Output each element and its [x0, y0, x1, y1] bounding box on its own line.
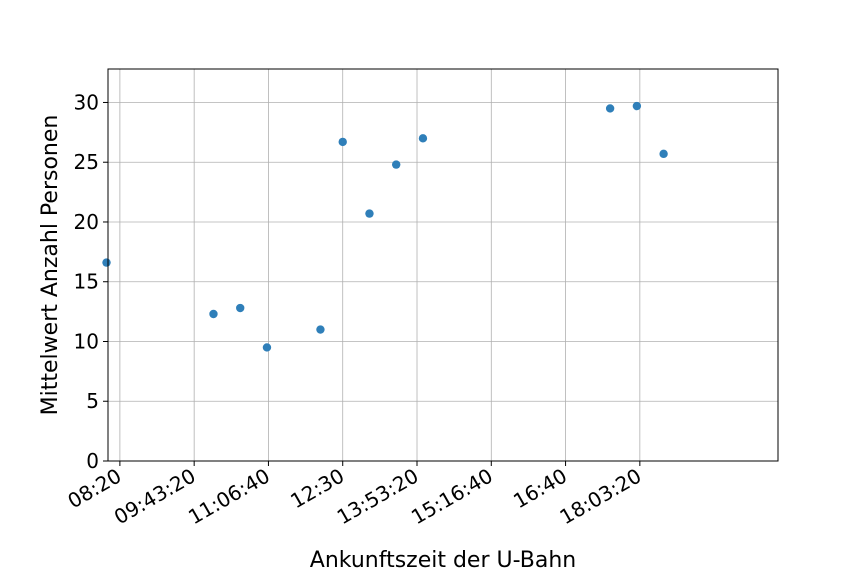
x-tick-label: 09:43:20: [110, 464, 200, 530]
y-tick-label: 25: [74, 150, 99, 174]
data-point: [632, 101, 642, 111]
y-axis-label: Mittelwert Anzahl Personen: [38, 115, 63, 416]
data-point: [659, 149, 668, 159]
data-point: [605, 104, 615, 113]
data-point: [102, 258, 111, 267]
y-tick-label: 10: [74, 329, 99, 353]
plot-frame: [107, 68, 779, 462]
x-tick-label: 11:06:40: [184, 464, 274, 530]
y-tick-label: 0: [86, 449, 99, 473]
y-tick-label: 20: [74, 210, 99, 234]
data-point: [338, 137, 347, 147]
y-tick-label: 30: [74, 90, 99, 114]
data-point: [392, 160, 401, 169]
x-tick-label: 13:53:20: [333, 464, 423, 530]
data-point: [418, 134, 428, 143]
data-points: [102, 101, 668, 352]
data-point: [316, 325, 325, 334]
x-tick-label: 15:16:40: [407, 464, 497, 530]
grid: [108, 69, 778, 462]
y-tick-label: 5: [86, 389, 99, 413]
x-axis-label: Ankunftszeit der U-Bahn: [310, 548, 576, 573]
data-point: [262, 343, 272, 352]
y-axis-ticks: 0 5 10 15 20 25 30: [74, 90, 108, 473]
data-point: [236, 303, 245, 313]
data-point: [209, 309, 218, 319]
data-point: [365, 209, 374, 218]
y-tick-label: 15: [74, 270, 99, 294]
x-tick-label: 18:03:20: [556, 464, 646, 530]
